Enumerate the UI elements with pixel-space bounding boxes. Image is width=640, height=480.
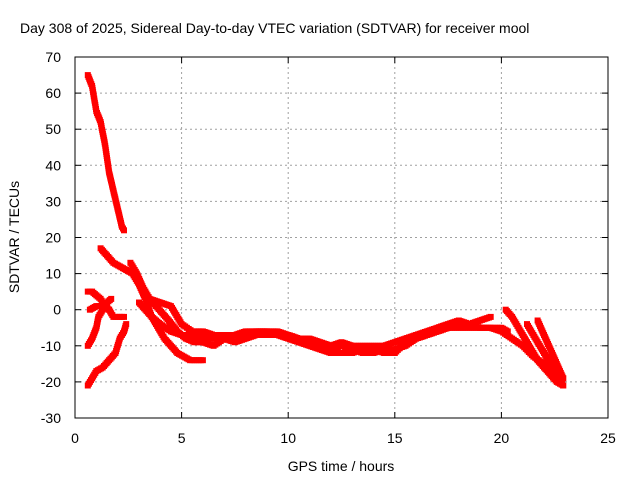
- series-track-9: [146, 295, 494, 349]
- series-track-6: [86, 303, 113, 313]
- series-track-1: [84, 72, 127, 234]
- data-point: [121, 313, 127, 320]
- x-tick-label: 15: [387, 430, 403, 446]
- data-marks: [84, 72, 567, 389]
- x-tick-label: 25: [600, 430, 616, 446]
- y-tick-label: 60: [45, 85, 61, 101]
- data-point: [504, 328, 511, 335]
- y-axis-label: SDTVAR / TECUs: [6, 181, 22, 293]
- data-point: [121, 227, 127, 234]
- y-tick-label: 0: [53, 302, 61, 318]
- data-point: [123, 321, 130, 328]
- y-tick-label: 20: [45, 230, 61, 246]
- x-axis-label: GPS time / hours: [288, 458, 395, 474]
- axis-ticks: [74, 56, 609, 419]
- series-track-8: [136, 299, 511, 356]
- data-point: [487, 313, 494, 320]
- y-tick-label: 50: [45, 121, 61, 137]
- series-track-3: [84, 321, 130, 389]
- y-tick-label: 10: [45, 266, 61, 282]
- data-point: [560, 375, 567, 382]
- x-tick-label: 20: [494, 430, 510, 446]
- data-point: [560, 382, 567, 389]
- y-tick-label: 70: [45, 49, 61, 65]
- y-tick-label: 30: [45, 193, 61, 209]
- data-point: [108, 295, 115, 302]
- y-tick-label: -10: [41, 338, 61, 354]
- tick-labels: 0 5 10 15 20 25 -30 -20 -10 0 10 20 30 40 50 60 70: [41, 49, 616, 446]
- series-track-10: [502, 306, 567, 389]
- series-track-12: [534, 317, 567, 382]
- x-tick-label: 10: [280, 430, 296, 446]
- x-tick-label: 5: [178, 430, 186, 446]
- chart-title: Day 308 of 2025, Sidereal Day-to-day VTE…: [20, 20, 529, 36]
- y-tick-label: 40: [45, 157, 61, 173]
- data-point: [199, 357, 206, 364]
- x-tick-label: 0: [71, 430, 79, 446]
- y-tick-label: -20: [41, 374, 61, 390]
- data-point: [106, 306, 113, 313]
- y-tick-label: -30: [41, 410, 61, 426]
